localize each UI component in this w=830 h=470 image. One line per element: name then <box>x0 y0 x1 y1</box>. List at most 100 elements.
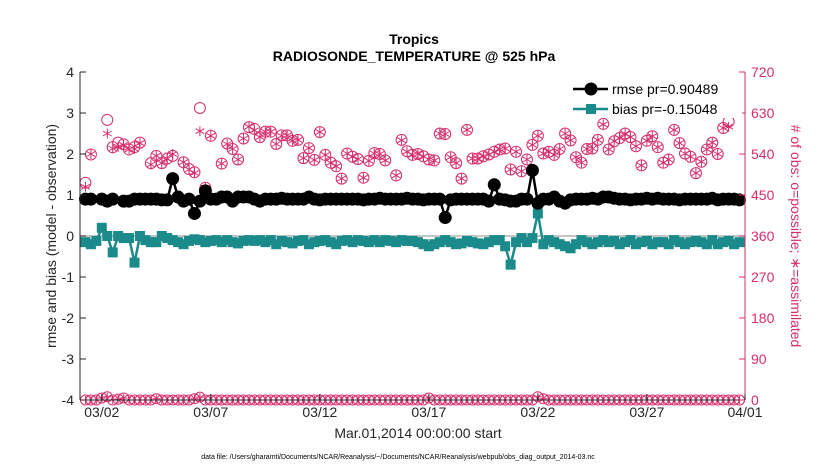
bias-point <box>238 235 249 246</box>
rmse-point <box>525 163 539 177</box>
bias-point <box>625 235 636 246</box>
obs-possible-point <box>204 129 217 142</box>
bias-point <box>581 237 592 248</box>
bias-point <box>565 243 576 254</box>
y-tick-label-right: 450 <box>751 187 775 203</box>
bias-point <box>243 235 254 246</box>
y-tick-label-left: -1 <box>62 269 75 285</box>
obs-assimilated-point <box>391 170 401 181</box>
bias-point <box>494 235 505 246</box>
obs-possible-point <box>531 129 544 142</box>
bias-point <box>636 237 647 248</box>
bias-point <box>685 237 696 248</box>
obs-assimilated-point <box>293 134 303 145</box>
bias-point <box>293 235 304 246</box>
rmse-point <box>520 192 534 206</box>
y-tick-label-right: 540 <box>751 146 775 162</box>
bias-point <box>429 239 440 250</box>
bias-point <box>249 235 260 246</box>
obs-assimilated-point <box>446 152 456 163</box>
obs-assimilated-point <box>238 133 249 144</box>
obs-assimilated-point <box>625 132 636 143</box>
x-tick-label: 03/07 <box>193 404 228 420</box>
bias-point <box>603 237 614 248</box>
y-tick-label-right: 360 <box>751 228 775 244</box>
bias-point <box>391 237 402 248</box>
obs-assimilated-point <box>615 133 625 144</box>
obs-assimilated-point <box>288 135 298 146</box>
bias-point <box>472 238 483 249</box>
bias-point <box>96 222 107 233</box>
obs-assimilated-point <box>631 141 641 152</box>
bias-point <box>91 235 102 246</box>
obs-assimilated-point <box>304 143 314 154</box>
obs-possible-point <box>390 169 403 182</box>
bias-point <box>173 237 184 248</box>
bias-point <box>369 235 380 246</box>
bias-point <box>363 237 374 248</box>
obs-possible-point <box>564 134 577 147</box>
bias-point <box>358 235 369 246</box>
obs-assimilated-point <box>500 143 510 154</box>
bias-point <box>282 237 293 248</box>
bias-point <box>418 239 429 250</box>
obs-assimilated-point <box>598 119 608 130</box>
obs-assimilated-point <box>119 139 129 150</box>
obs-assimilated-point <box>146 159 156 170</box>
bias-point <box>325 237 336 248</box>
obs-possible-point <box>673 137 686 150</box>
y-tick-label-right: 630 <box>751 105 775 121</box>
obs-assimilated-point <box>407 149 418 160</box>
bias-point <box>505 259 516 270</box>
legend-rmse-marker <box>584 82 598 96</box>
bias-point <box>729 239 740 250</box>
obs-assimilated-point <box>691 168 701 179</box>
obs-assimilated-point <box>347 151 358 162</box>
bias-point <box>712 239 723 250</box>
bias-point <box>669 235 680 246</box>
obs-assimilated-point <box>255 132 265 143</box>
obs-assimilated-point <box>642 135 652 146</box>
obs-assimilated-point <box>473 153 483 164</box>
obs-assimilated-point <box>451 158 461 169</box>
bias-point <box>303 239 314 250</box>
bias-point <box>440 235 451 246</box>
chart-title: Tropics <box>389 31 439 47</box>
obs-possible-point <box>510 145 523 158</box>
bias-point <box>162 233 173 244</box>
rmse-point <box>106 192 120 206</box>
bias-point <box>445 237 456 248</box>
bias-point <box>167 235 178 246</box>
bias-point <box>194 235 205 246</box>
obs-assimilated-point <box>189 168 200 179</box>
obs-assimilated-point <box>337 173 347 184</box>
y-tick-label-left: -2 <box>62 310 75 326</box>
obs-assimilated-point <box>636 160 647 171</box>
bias-point <box>663 239 674 250</box>
bias-point <box>145 237 156 248</box>
bias-point <box>107 247 118 258</box>
bias-point <box>331 239 342 250</box>
obs-possible-point <box>711 148 724 160</box>
obs-assimilated-point <box>315 127 325 138</box>
obs-assimilated-point <box>560 128 570 139</box>
obs-assimilated-point <box>456 173 467 184</box>
bias-point <box>265 235 276 246</box>
bias-point <box>124 233 135 244</box>
bias-point <box>178 239 189 250</box>
bias-point <box>134 231 145 241</box>
obs-possible-point <box>308 153 321 166</box>
rmse-point <box>166 172 180 186</box>
obs-possible-point <box>575 156 588 169</box>
obs-assimilated-point <box>669 124 679 135</box>
bias-point <box>211 235 222 246</box>
obs-bottom-star <box>114 395 123 404</box>
rmse-point <box>487 178 501 192</box>
bias-point <box>434 237 445 248</box>
bias-point <box>489 235 500 246</box>
obs-assimilated-point <box>685 151 696 162</box>
bias-point <box>630 239 641 250</box>
obs-assimilated-point <box>228 144 238 154</box>
y-tick-label-right: 90 <box>751 351 767 367</box>
obs-assimilated-point <box>511 146 521 157</box>
